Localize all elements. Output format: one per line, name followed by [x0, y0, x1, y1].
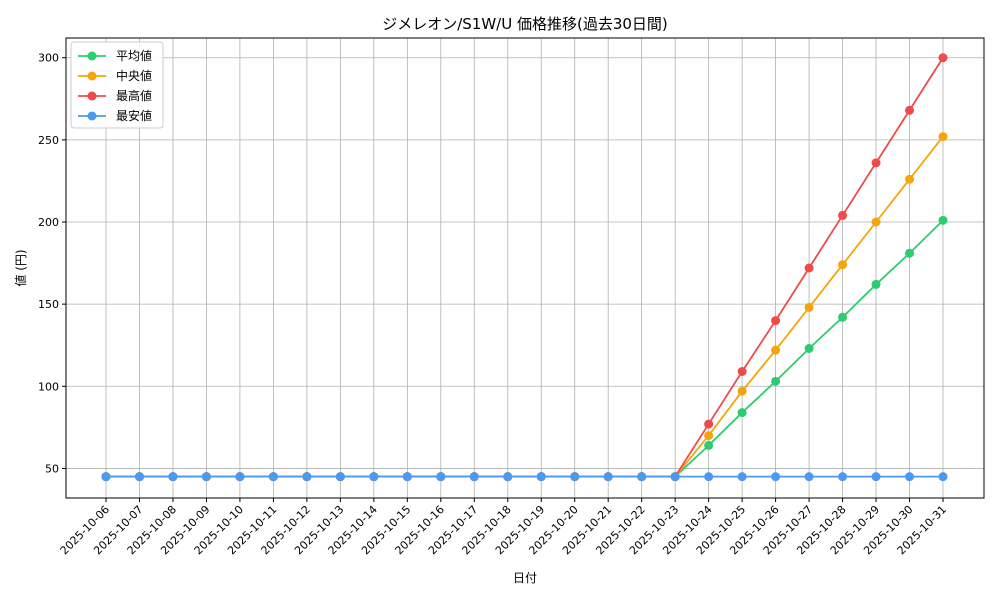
y-tick-label: 150 — [38, 298, 59, 311]
data-point — [871, 158, 881, 168]
series-平均値 — [101, 215, 948, 482]
data-point — [436, 472, 446, 482]
data-point — [871, 279, 881, 289]
legend-label: 最安値 — [116, 108, 152, 123]
data-point — [704, 440, 714, 450]
data-point — [335, 472, 345, 482]
data-point — [838, 210, 848, 220]
data-point — [302, 472, 312, 482]
data-point — [737, 472, 747, 482]
data-point — [369, 472, 379, 482]
data-point — [268, 472, 278, 482]
data-point — [871, 472, 881, 482]
legend-marker — [87, 111, 97, 121]
data-point — [570, 472, 580, 482]
data-point — [704, 472, 714, 482]
data-point — [737, 367, 747, 376]
series-最高値 — [101, 53, 948, 482]
data-point — [804, 472, 814, 482]
y-tick-label: 100 — [38, 380, 59, 393]
data-point — [469, 472, 479, 482]
data-point — [804, 263, 814, 273]
data-point — [938, 53, 948, 63]
data-point — [771, 472, 781, 482]
data-point — [838, 312, 848, 322]
data-point — [771, 345, 781, 355]
x-axis-label: 日付 — [513, 571, 537, 585]
data-point — [134, 472, 144, 482]
data-point — [938, 132, 948, 142]
series-line — [106, 57, 944, 478]
x-axis-ticks: 2025-10-062025-10-072025-10-082025-10-09… — [58, 498, 949, 557]
data-point — [737, 386, 747, 396]
data-point — [536, 472, 546, 482]
data-point — [670, 472, 680, 482]
data-point — [704, 431, 714, 441]
chart-title: ジメレオン/S1W/U 価格推移(過去30日間) — [382, 15, 668, 33]
data-point — [737, 408, 747, 418]
y-axis-ticks: 50 100 150 200 250 300 — [38, 52, 66, 475]
y-tick-label: 250 — [38, 134, 59, 147]
series-中央値 — [101, 132, 948, 482]
plot-frame — [65, 37, 985, 499]
data-point — [905, 472, 915, 482]
data-point — [905, 248, 915, 258]
series-最安値 — [101, 472, 948, 482]
data-point — [938, 472, 948, 482]
data-point — [871, 217, 881, 227]
data-point — [771, 316, 781, 326]
grid — [66, 38, 984, 498]
legend-label: 平均値 — [116, 48, 152, 63]
data-point — [838, 472, 848, 482]
series-line — [106, 219, 944, 478]
data-point — [168, 472, 178, 482]
legend-marker — [87, 71, 97, 81]
data-point — [905, 174, 915, 184]
legend-box — [70, 41, 164, 129]
data-point — [771, 376, 781, 386]
data-point — [938, 215, 948, 225]
legend-label: 最高値 — [116, 88, 152, 103]
data-point — [402, 472, 412, 482]
data-point — [637, 472, 647, 482]
data-point — [804, 302, 814, 312]
series-group — [101, 53, 948, 482]
y-tick-label: 200 — [38, 216, 59, 229]
data-point — [838, 260, 848, 270]
data-point — [804, 344, 814, 353]
legend-label: 中央値 — [116, 68, 152, 83]
data-point — [101, 472, 111, 482]
data-point — [503, 472, 513, 482]
data-point — [603, 472, 613, 482]
data-point — [235, 472, 245, 482]
series-line — [106, 136, 944, 478]
y-tick-label: 50 — [45, 462, 59, 475]
data-point — [201, 472, 211, 482]
y-tick-label: 300 — [38, 52, 59, 65]
y-axis-label: 値 (円) — [13, 249, 28, 286]
legend-marker — [87, 91, 97, 101]
legend-marker — [87, 51, 97, 61]
data-point — [704, 419, 714, 429]
data-point — [905, 105, 915, 115]
